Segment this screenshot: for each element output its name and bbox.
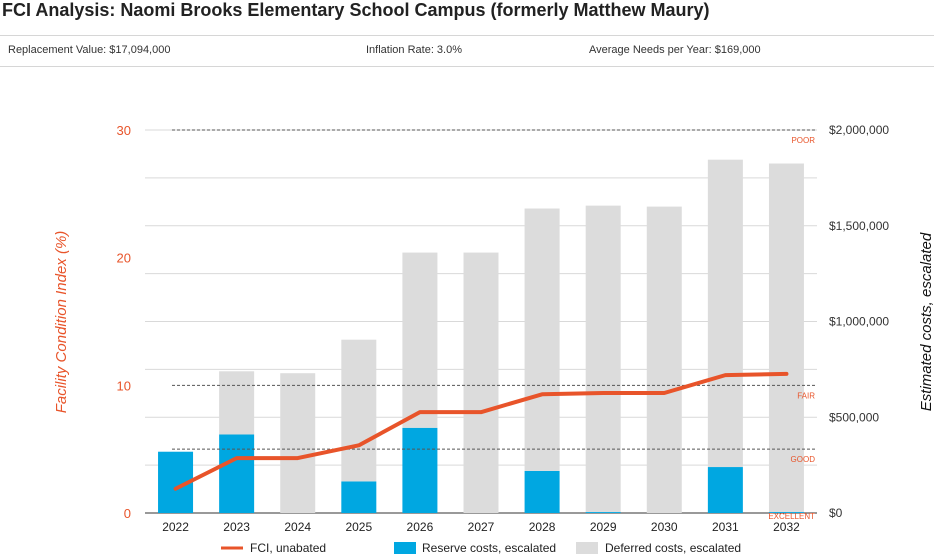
fci-point [480,411,482,413]
x-tick-label: 2031 [712,520,739,534]
x-tick-label: 2025 [345,520,372,534]
threshold-label: POOR [791,136,815,145]
left-tick-label: 10 [117,378,131,393]
left-axis-title: Facility Condition Index (%) [53,231,70,414]
left-tick-label: 0 [124,506,131,521]
right-tick-label: $2,000,000 [829,123,889,137]
deferred-bar [341,339,377,482]
reserve-bar [402,427,438,513]
x-tick-label: 2026 [407,520,434,534]
deferred-bar [463,252,499,513]
right-axis-title: Estimated costs, escalated [918,232,934,411]
legend-label-deferred: Deferred costs, escalated [605,541,741,555]
fci-point [358,444,360,446]
fci-point [236,457,238,459]
x-tick-label: 2030 [651,520,678,534]
threshold-label: FAIR [797,391,815,400]
fci-point [297,457,299,459]
deferred-bar [707,159,743,468]
summary-bar: Replacement Value: $17,094,000 Inflation… [0,35,934,67]
fci-point [724,374,726,376]
deferred-bar [524,208,560,471]
deferred-bar [280,373,316,513]
right-tick-label: $0 [829,506,843,520]
deferred-bar [646,206,682,513]
deferred-bar [219,371,255,435]
x-tick-label: 2023 [223,520,250,534]
x-tick-label: 2022 [162,520,189,534]
reserve-bar [341,481,377,513]
threshold-label: GOOD [791,455,816,464]
legend-swatch-deferred [576,542,598,554]
deferred-bar [402,252,438,428]
reserve-bar [524,470,560,513]
fci-point [785,373,787,375]
legend-swatch-reserve [394,542,416,554]
fci-point [175,488,177,490]
fci-point [663,392,665,394]
left-tick-label: 20 [117,251,131,266]
x-tick-label: 2027 [468,520,495,534]
reserve-bar [707,467,743,513]
reserve-bar [768,512,804,513]
x-tick-label: 2032 [773,520,800,534]
threshold-label: EXCELLENT [768,512,815,521]
right-tick-label: $500,000 [829,410,879,424]
legend-label-reserve: Reserve costs, escalated [422,541,556,555]
x-tick-label: 2028 [529,520,556,534]
x-tick-label: 2029 [590,520,617,534]
right-tick-label: $1,500,000 [829,219,889,233]
x-tick-label: 2024 [284,520,311,534]
fci-point [419,411,421,413]
replacement-value: Replacement Value: $17,094,000 [8,44,171,56]
inflation-rate: Inflation Rate: 3.0% [366,44,463,56]
fci-point [541,393,543,395]
deferred-bar [585,205,621,513]
reserve-bar [585,512,621,513]
deferred-bar [768,163,804,513]
average-needs: Average Needs per Year: $169,000 [589,44,761,56]
fci-point [602,392,604,394]
reserve-bar [219,434,255,513]
right-tick-label: $1,000,000 [829,315,889,329]
legend-label-fci: FCI, unabated [250,541,326,555]
left-tick-label: 30 [117,123,131,138]
page-title: FCI Analysis: Naomi Brooks Elementary Sc… [2,0,710,20]
